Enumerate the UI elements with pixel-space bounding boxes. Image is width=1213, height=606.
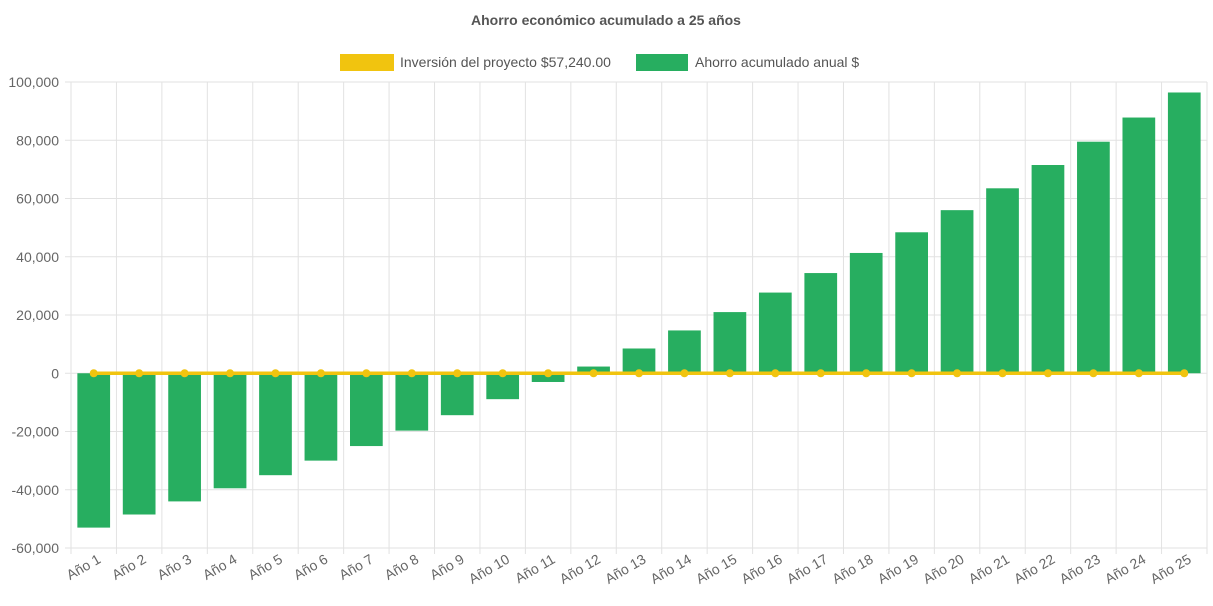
x-tick-label: Año 13	[602, 551, 649, 587]
x-tick-label: Año 17	[784, 551, 831, 587]
bar-ahorro[interactable]	[804, 273, 838, 374]
x-tick-label: Año 11	[512, 551, 558, 587]
bar-series	[77, 92, 1201, 528]
y-tick-label: 20,000	[16, 307, 59, 323]
line-point-inversion[interactable]	[271, 369, 280, 378]
x-tick-label: Año 5	[245, 551, 285, 583]
legend-swatch-ahorro	[636, 54, 688, 71]
line-point-inversion[interactable]	[316, 369, 325, 378]
bar-ahorro[interactable]	[213, 373, 247, 489]
bar-ahorro[interactable]	[1122, 117, 1156, 374]
bar-ahorro[interactable]	[622, 348, 656, 374]
bar-ahorro[interactable]	[122, 373, 156, 515]
legend-swatch-inversion	[340, 54, 394, 71]
x-tick-label: Año 21	[966, 551, 1013, 587]
bar-ahorro[interactable]	[713, 312, 747, 374]
line-point-inversion[interactable]	[544, 369, 553, 378]
legend: Inversión del proyecto $57,240.00 Ahorro…	[340, 54, 859, 71]
x-tick-label: Año 8	[382, 551, 422, 583]
bar-ahorro[interactable]	[531, 373, 565, 382]
y-tick-label: 40,000	[16, 249, 59, 265]
line-point-inversion[interactable]	[1043, 369, 1052, 378]
bar-ahorro[interactable]	[895, 232, 928, 374]
bar-ahorro[interactable]	[1031, 165, 1065, 374]
legend-label-inversion[interactable]: Inversión del proyecto $57,240.00	[400, 54, 611, 70]
chart-title: Ahorro económico acumulado a 25 años	[471, 12, 741, 28]
line-point-inversion[interactable]	[1134, 369, 1143, 378]
line-point-inversion[interactable]	[362, 369, 371, 378]
bar-ahorro[interactable]	[350, 373, 383, 447]
line-point-inversion[interactable]	[635, 369, 643, 378]
x-tick-label: Año 24	[1102, 551, 1149, 587]
line-point-inversion[interactable]	[862, 369, 871, 378]
line-point-inversion[interactable]	[226, 369, 235, 378]
y-tick-label: 100,000	[8, 74, 59, 90]
line-point-inversion[interactable]	[907, 369, 916, 378]
bar-ahorro[interactable]	[940, 210, 974, 374]
x-tick-label: Año 22	[1011, 551, 1058, 587]
bar-ahorro[interactable]	[668, 330, 701, 374]
line-point-inversion[interactable]	[816, 369, 825, 378]
line-point-inversion[interactable]	[725, 369, 734, 378]
x-tick-label: Año 14	[648, 551, 695, 587]
line-point-inversion[interactable]	[453, 369, 462, 378]
line-point-inversion[interactable]	[589, 369, 598, 378]
y-tick-label: -20,000	[12, 424, 60, 440]
x-tick-label: Año 16	[738, 551, 785, 587]
line-point-inversion[interactable]	[180, 369, 189, 378]
y-axis-ticks: 100,000 80,000 60,000 40,000 20,000 0 -20,000 -…	[8, 74, 59, 556]
line-point-inversion[interactable]	[135, 369, 144, 378]
x-tick-label: Año 20	[920, 551, 967, 587]
x-tick-label: Año 6	[291, 551, 331, 583]
line-point-inversion[interactable]	[953, 369, 962, 378]
x-tick-label: Año 23	[1056, 551, 1103, 587]
x-tick-label: Año 12	[557, 551, 604, 587]
x-tick-label: Año 25	[1147, 551, 1194, 587]
bar-ahorro[interactable]	[986, 188, 1019, 374]
legend-label-ahorro[interactable]: Ahorro acumulado anual $	[695, 54, 859, 70]
line-point-inversion[interactable]	[89, 369, 98, 378]
y-tick-label: 0	[51, 365, 59, 381]
x-tick-label: Año 7	[336, 551, 376, 583]
line-point-inversion[interactable]	[1180, 369, 1189, 378]
x-tick-label: Año 3	[154, 551, 194, 583]
line-point-inversion[interactable]	[680, 369, 689, 378]
x-tick-label: Año 4	[200, 551, 240, 583]
bar-ahorro[interactable]	[1167, 92, 1201, 374]
line-point-inversion[interactable]	[998, 369, 1007, 378]
bar-ahorro[interactable]	[395, 373, 429, 431]
x-tick-label: Año 19	[875, 551, 922, 587]
x-axis-ticks: Año 1 Año 2 Año 3 Año 4 Año 5 Año 6 Año 7 Año 8…	[64, 551, 1194, 587]
y-tick-label: 60,000	[16, 191, 59, 207]
bar-ahorro[interactable]	[849, 252, 883, 374]
x-tick-label: Año 15	[693, 551, 740, 587]
y-tick-label: -40,000	[12, 482, 60, 498]
bar-ahorro[interactable]	[758, 292, 792, 374]
line-point-inversion[interactable]	[771, 369, 780, 378]
y-tick-label: -60,000	[12, 540, 60, 556]
bar-ahorro[interactable]	[1077, 141, 1110, 374]
line-point-inversion[interactable]	[498, 369, 507, 378]
bar-ahorro[interactable]	[77, 373, 111, 528]
x-tick-label: Año 9	[427, 551, 467, 583]
line-point-inversion[interactable]	[407, 369, 416, 378]
x-tick-label: Año 2	[109, 551, 149, 583]
bar-ahorro[interactable]	[440, 373, 474, 416]
x-tick-label: Año 18	[829, 551, 876, 587]
x-tick-label: Año 1	[64, 551, 104, 583]
line-series	[89, 369, 1189, 378]
bar-ahorro[interactable]	[259, 373, 292, 476]
bar-ahorro[interactable]	[304, 373, 338, 461]
line-point-inversion[interactable]	[1089, 369, 1098, 378]
bar-ahorro[interactable]	[168, 373, 201, 502]
bar-ahorro[interactable]	[486, 373, 520, 400]
x-tick-label: Año 10	[466, 551, 513, 587]
y-tick-label: 80,000	[16, 132, 59, 148]
